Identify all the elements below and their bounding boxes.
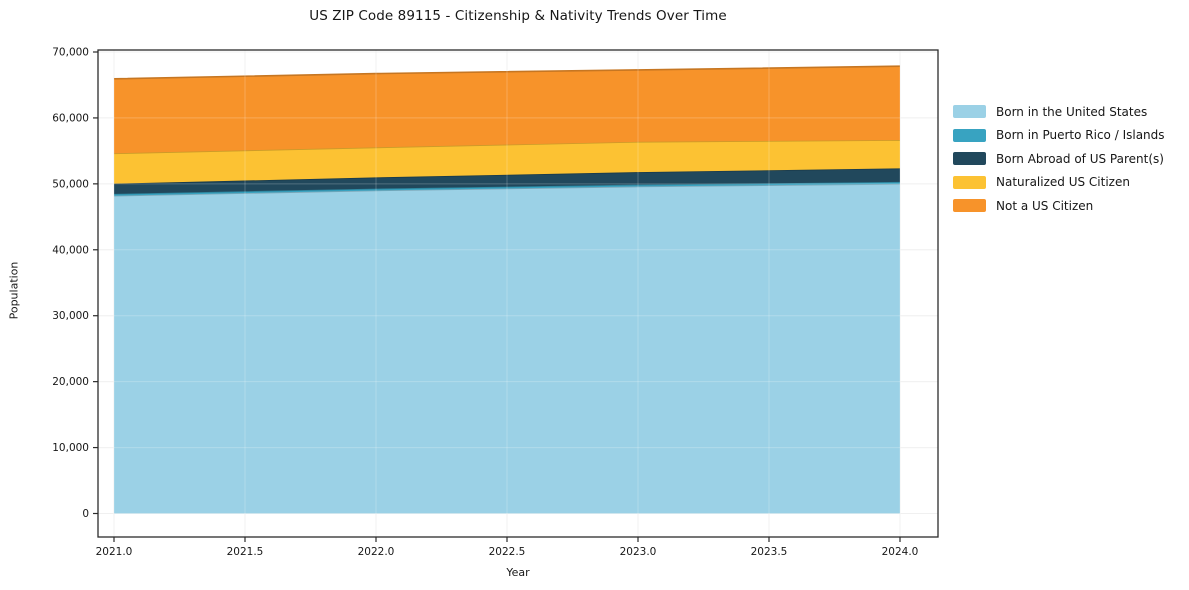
x-tick-label: 2023.0: [620, 546, 657, 558]
y-tick-label: 70,000: [52, 47, 89, 59]
x-tick-label: 2023.5: [751, 546, 788, 558]
y-axis-label: Population: [7, 261, 21, 320]
gridlines-overlay: [98, 50, 938, 537]
area-born-in-the-united-states: [114, 183, 900, 514]
area-edge-naturalized-us-citizen: [113, 139, 901, 155]
y-tick-label: 30,000: [52, 310, 89, 322]
area-edge-not-a-us-citizen: [113, 65, 901, 80]
legend-swatch: [953, 199, 986, 213]
legend-label: Not a US Citizen: [996, 198, 1094, 213]
legend-item: Not a US Citizen: [953, 194, 1165, 218]
legend-label: Born in the United States: [996, 104, 1148, 119]
y-tick-label: 40,000: [52, 244, 89, 256]
area-born-abroad-of-us-parent-s: [114, 168, 900, 194]
legend-label: Born Abroad of US Parent(s): [996, 151, 1164, 166]
legend-item: Born in the United States: [953, 100, 1165, 124]
legend-item: Born in Puerto Rico / Islands: [953, 124, 1165, 148]
legend-swatch: [953, 152, 986, 166]
x-axis-label: Year: [506, 566, 530, 579]
x-tick-label: 2021.0: [96, 546, 133, 558]
x-tick-label: 2022.5: [489, 546, 526, 558]
x-tick-label: 2024.0: [882, 546, 919, 558]
legend-label: Born in Puerto Rico / Islands: [996, 128, 1165, 143]
legend-item: Born Abroad of US Parent(s): [953, 147, 1165, 171]
chart-title: US ZIP Code 89115 - Citizenship & Nativi…: [309, 8, 727, 24]
y-tick-label: 60,000: [52, 112, 89, 124]
legend-item: Naturalized US Citizen: [953, 171, 1165, 195]
legend: Born in the United States Born in Puerto …: [953, 100, 1165, 218]
legend-swatch: [953, 175, 986, 189]
plot-frame: [97, 49, 939, 538]
y-tick-label: 10,000: [52, 442, 89, 454]
area-not-a-us-citizen: [114, 66, 900, 154]
x-tick-label: 2022.0: [358, 546, 395, 558]
area-born-in-puerto-rico-islands: [114, 181, 900, 196]
y-tick-label: 50,000: [52, 178, 89, 190]
legend-swatch: [953, 105, 986, 119]
area-naturalized-us-citizen: [114, 140, 900, 184]
legend-swatch: [953, 128, 986, 142]
axis-ticks: [93, 51, 901, 542]
y-tick-label: 0: [82, 508, 89, 520]
x-tick-label: 2021.5: [227, 546, 264, 558]
y-tick-label: 20,000: [52, 376, 89, 388]
legend-label: Naturalized US Citizen: [996, 175, 1130, 190]
